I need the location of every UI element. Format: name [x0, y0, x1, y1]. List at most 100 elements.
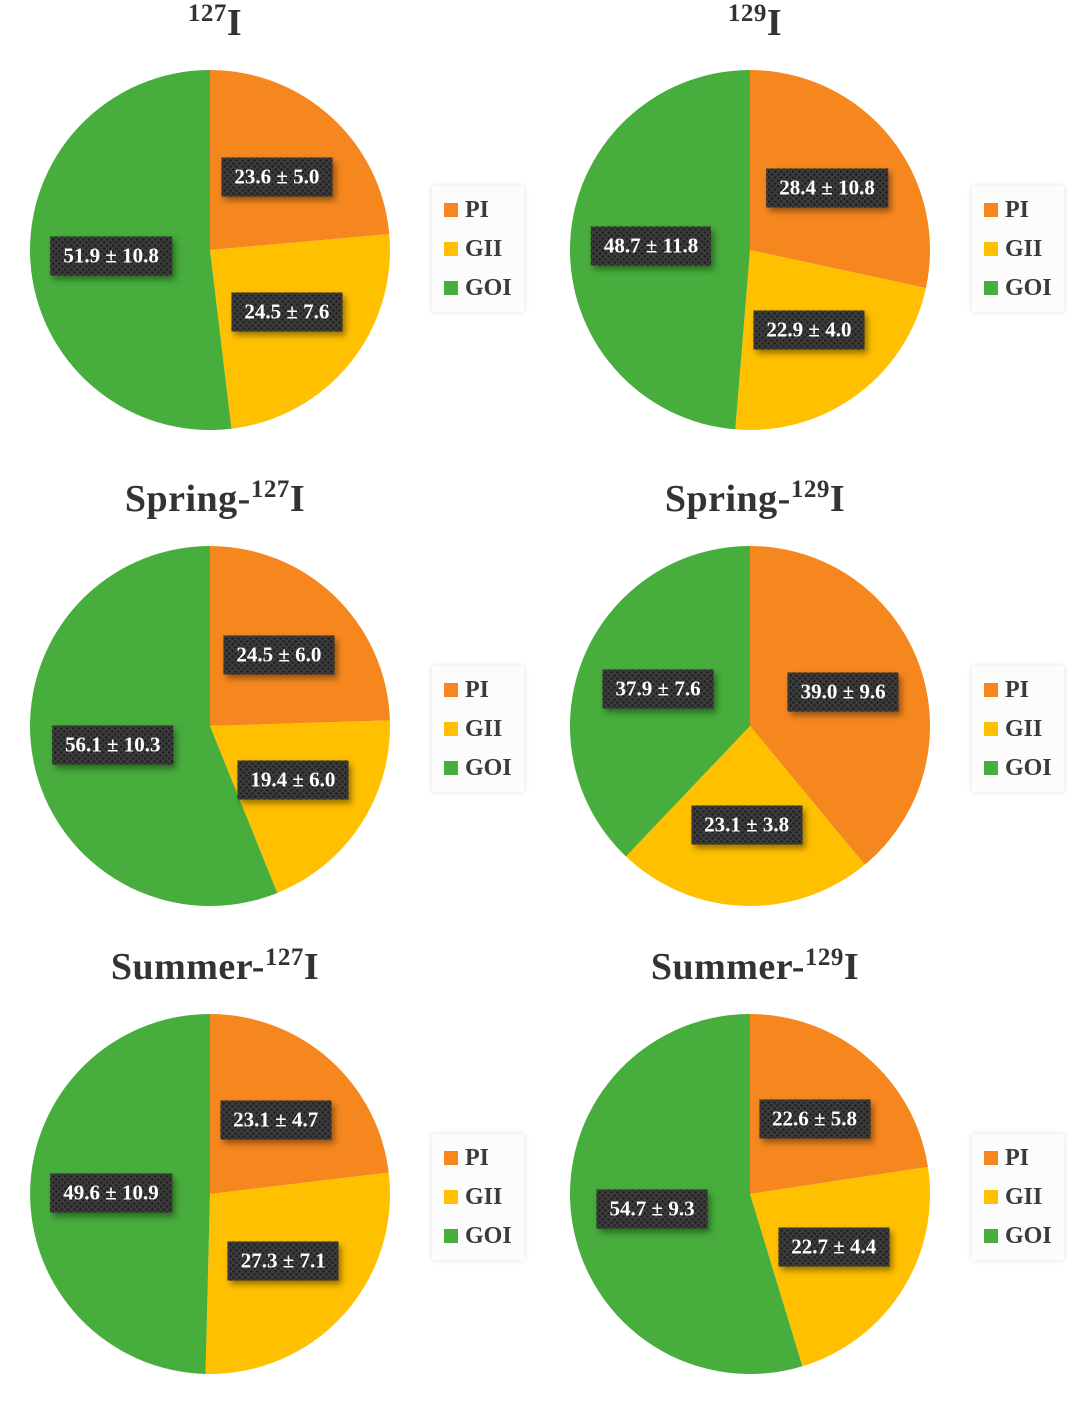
- legend-label: GII: [1005, 716, 1043, 742]
- legend-swatch-goi: [444, 281, 458, 295]
- legend-item-pi: PI: [984, 198, 1052, 222]
- chart-title: Spring-129I: [540, 476, 970, 522]
- data-label-gii: 23.1 ± 3.8: [691, 805, 802, 844]
- legend-swatch-gii: [984, 1190, 998, 1204]
- legend: PI GII GOI: [972, 666, 1064, 792]
- legend-label: PI: [465, 197, 489, 223]
- legend-swatch-gii: [984, 722, 998, 736]
- legend-label: GOI: [1005, 1223, 1052, 1249]
- pie-area: 24.5 ± 6.0 19.4 ± 6.0 56.1 ± 10.3: [30, 546, 390, 906]
- legend-item-gii: GII: [444, 237, 512, 261]
- legend-swatch-goi: [444, 761, 458, 775]
- labels-layer: 22.6 ± 5.8 22.7 ± 4.4 54.7 ± 9.3: [570, 1014, 930, 1374]
- data-label-goi: 49.6 ± 10.9: [50, 1173, 172, 1212]
- pie-slice-gii: [210, 720, 390, 893]
- legend-swatch-goi: [984, 281, 998, 295]
- legend-label: PI: [1005, 197, 1029, 223]
- chart-title: Spring-127I: [0, 477, 430, 522]
- legend-item-gii: GII: [444, 1185, 512, 1209]
- legend-label: GII: [1005, 1184, 1043, 1210]
- pie-area: 39.0 ± 9.6 23.1 ± 3.8 37.9 ± 7.6: [570, 546, 930, 906]
- pie-chart: [30, 70, 390, 430]
- data-label-goi: 37.9 ± 7.6: [603, 670, 714, 709]
- labels-layer: 28.4 ± 10.8 22.9 ± 4.0 48.7 ± 11.8: [570, 70, 930, 430]
- legend-label: GII: [465, 716, 503, 742]
- chart-title-element: I: [303, 946, 320, 988]
- legend-swatch-gii: [444, 722, 458, 736]
- labels-layer: 24.5 ± 6.0 19.4 ± 6.0 56.1 ± 10.3: [30, 546, 390, 906]
- data-label-pi: 39.0 ± 9.6: [788, 673, 899, 712]
- pie-slice-gii: [750, 1166, 930, 1367]
- chart-panel-129i: 129I 28.4 ± 10.8 22.9 ± 4.0 48.7 ± 11.8 PI…: [540, 0, 1080, 468]
- legend-item-goi: GOI: [444, 276, 512, 300]
- legend: PI GII GOI: [432, 186, 524, 312]
- legend-item-goi: GOI: [984, 756, 1052, 780]
- chart-title-element: I: [766, 2, 783, 44]
- legend-swatch-pi: [444, 1151, 458, 1165]
- chart-title-isotope: 129: [790, 476, 830, 503]
- chart-title-prefix: Summer-: [110, 946, 265, 988]
- legend-swatch-pi: [984, 203, 998, 217]
- legend-label: GOI: [465, 275, 512, 301]
- chart-title-prefix: Spring-: [664, 478, 791, 520]
- data-label-gii: 22.7 ± 4.4: [778, 1227, 889, 1266]
- chart-title-element: I: [829, 478, 846, 520]
- legend-swatch-pi: [444, 683, 458, 697]
- chart-title-element: I: [843, 946, 860, 988]
- chart-panel-summer-129i: Summer-129I 22.6 ± 5.8 22.7 ± 4.4 54.7 ± 9…: [540, 936, 1080, 1404]
- data-label-pi: 28.4 ± 10.8: [766, 168, 888, 207]
- labels-layer: 23.1 ± 4.7 27.3 ± 7.1 49.6 ± 10.9: [30, 1014, 390, 1374]
- pie-area: 23.1 ± 4.7 27.3 ± 7.1 49.6 ± 10.9: [30, 1014, 390, 1374]
- data-label-pi: 24.5 ± 6.0: [223, 635, 334, 674]
- legend-label: PI: [465, 1145, 489, 1171]
- chart-title-isotope: 129: [727, 0, 767, 27]
- legend-item-goi: GOI: [444, 1224, 512, 1248]
- legend-item-pi: PI: [984, 1146, 1052, 1170]
- chart-panel-spring-129i: Spring-129I 39.0 ± 9.6 23.1 ± 3.8 37.9 ± 7…: [540, 468, 1080, 936]
- pie-slice-pi: [750, 1014, 928, 1194]
- pie-slice-gii: [210, 234, 390, 429]
- chart-panel-127i: 127I 23.6 ± 5.0 24.5 ± 7.6 51.9 ± 10.8 PI …: [0, 0, 540, 468]
- legend-label: PI: [1005, 1145, 1029, 1171]
- data-label-gii: 22.9 ± 4.0: [753, 310, 864, 349]
- data-label-gii: 24.5 ± 7.6: [231, 293, 342, 332]
- legend-label: PI: [1005, 677, 1029, 703]
- legend-item-gii: GII: [444, 717, 512, 741]
- pie-slice-pi: [210, 546, 390, 726]
- chart-title: Summer-129I: [540, 945, 970, 990]
- labels-layer: 39.0 ± 9.6 23.1 ± 3.8 37.9 ± 7.6: [570, 546, 930, 906]
- chart-title-element: I: [226, 2, 243, 44]
- legend-swatch-goi: [984, 761, 998, 775]
- data-label-goi: 48.7 ± 11.8: [591, 226, 711, 265]
- legend-item-pi: PI: [444, 1146, 512, 1170]
- legend-item-gii: GII: [984, 717, 1052, 741]
- legend-item-gii: GII: [984, 237, 1052, 261]
- chart-title-isotope: 127: [264, 944, 304, 971]
- chart-panel-spring-127i: Spring-127I 24.5 ± 6.0 19.4 ± 6.0 56.1 ± 1…: [0, 468, 540, 936]
- pie-chart: [570, 1014, 930, 1374]
- data-label-pi: 23.6 ± 5.0: [221, 157, 332, 196]
- data-label-gii: 19.4 ± 6.0: [237, 761, 348, 800]
- legend-item-goi: GOI: [984, 1224, 1052, 1248]
- pie-slice-goi: [30, 546, 278, 906]
- legend-swatch-goi: [444, 1229, 458, 1243]
- chart-title-element: I: [289, 478, 306, 520]
- legend-swatch-gii: [984, 242, 998, 256]
- legend-item-goi: GOI: [984, 276, 1052, 300]
- pie-area: 28.4 ± 10.8 22.9 ± 4.0 48.7 ± 11.8: [570, 70, 930, 430]
- legend-item-pi: PI: [444, 678, 512, 702]
- chart-title: 127I: [0, 1, 430, 46]
- legend-swatch-goi: [984, 1229, 998, 1243]
- pie-slice-pi: [210, 1014, 389, 1194]
- legend-swatch-gii: [444, 242, 458, 256]
- legend-item-gii: GII: [984, 1185, 1052, 1209]
- legend-swatch-pi: [984, 683, 998, 697]
- legend-swatch-pi: [444, 203, 458, 217]
- data-label-pi: 23.1 ± 4.7: [220, 1100, 331, 1139]
- legend-label: GOI: [1005, 275, 1052, 301]
- chart-title: Summer-127I: [0, 944, 430, 990]
- legend: PI GII GOI: [972, 1134, 1064, 1260]
- legend-label: GOI: [1005, 755, 1052, 781]
- chart-title: 129I: [540, 0, 970, 46]
